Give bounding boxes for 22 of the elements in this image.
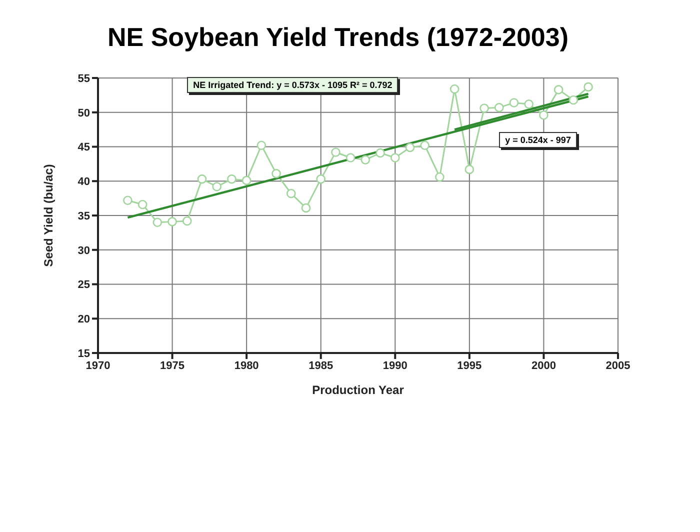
chart-title: NE Soybean Yield Trends (1972-2003) xyxy=(106,22,570,53)
x-tick-label: 1980 xyxy=(234,360,259,372)
annotation: NE Irrigated Trend: y = 0.573x - 1095 R² = 0.792 xyxy=(187,77,398,94)
y-tick-label: 20 xyxy=(78,314,90,326)
y-tick-label: 40 xyxy=(78,176,90,188)
y-tick-label: 55 xyxy=(78,72,90,85)
y-axis-title: Seed Yield (bu/ac) xyxy=(41,164,56,267)
y-tick-label: 15 xyxy=(78,348,90,360)
y-tick-label: 25 xyxy=(78,279,90,292)
y-tick-label: 45 xyxy=(78,142,90,154)
x-tick-label: 1990 xyxy=(382,360,408,372)
y-tick-label: 30 xyxy=(78,244,90,257)
x-tick-label: 1970 xyxy=(86,360,110,372)
x-tick-label: 2005 xyxy=(606,360,630,372)
x-tick-label: 1985 xyxy=(308,360,334,372)
annotation: y = 0.524x - 997 xyxy=(499,132,577,148)
y-tick-label: 50 xyxy=(78,107,90,120)
x-tick-label: 1995 xyxy=(457,360,482,372)
x-tick-label: 2000 xyxy=(531,360,556,372)
x-tick-label: 1975 xyxy=(160,360,185,372)
y-tick-label: 35 xyxy=(78,210,90,222)
x-axis-title: Production Year xyxy=(312,383,404,397)
